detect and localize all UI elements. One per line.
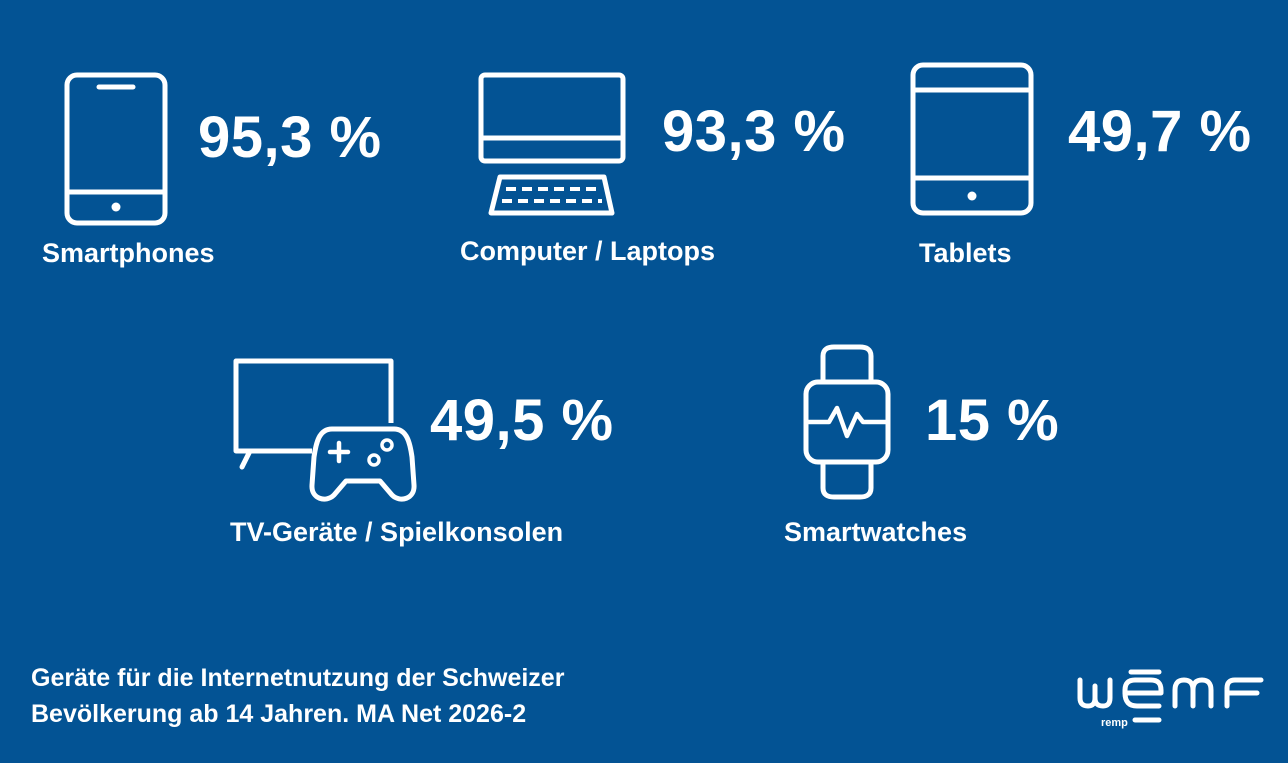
wemf-logo: wemf remp: [1075, 668, 1265, 730]
tablet-icon: [910, 62, 1034, 216]
tv-gamepad-icon: [232, 357, 418, 507]
label-tv-consoles: TV-Geräte / Spielkonsolen: [230, 517, 564, 547]
smartwatch-icon: [803, 344, 891, 500]
value-computer-laptops: 93,3 %: [662, 99, 846, 164]
value-tv-consoles: 49,5 %: [430, 388, 614, 453]
caption: Geräte für die Internetnutzung der Schwe…: [31, 660, 731, 732]
value-tablets: 49,7 %: [1068, 99, 1252, 164]
computer-laptop-icon: [478, 72, 626, 218]
label-smartphones: Smartphones: [42, 238, 215, 268]
label-tablets: Tablets: [919, 238, 1012, 268]
logo-subtext: remp: [1101, 717, 1128, 729]
label-smartwatches: Smartwatches: [784, 517, 968, 547]
value-smartwatches: 15 %: [925, 388, 1060, 453]
caption-line-1: Geräte für die Internetnutzung der Schwe…: [31, 664, 565, 692]
value-smartphones: 95,3 %: [198, 105, 382, 170]
label-computer-laptops: Computer / Laptops: [460, 236, 715, 266]
caption-line-2: Bevölkerung ab 14 Jahren. MA Net 2026-2: [31, 700, 527, 728]
smartphone-icon: [64, 72, 168, 226]
